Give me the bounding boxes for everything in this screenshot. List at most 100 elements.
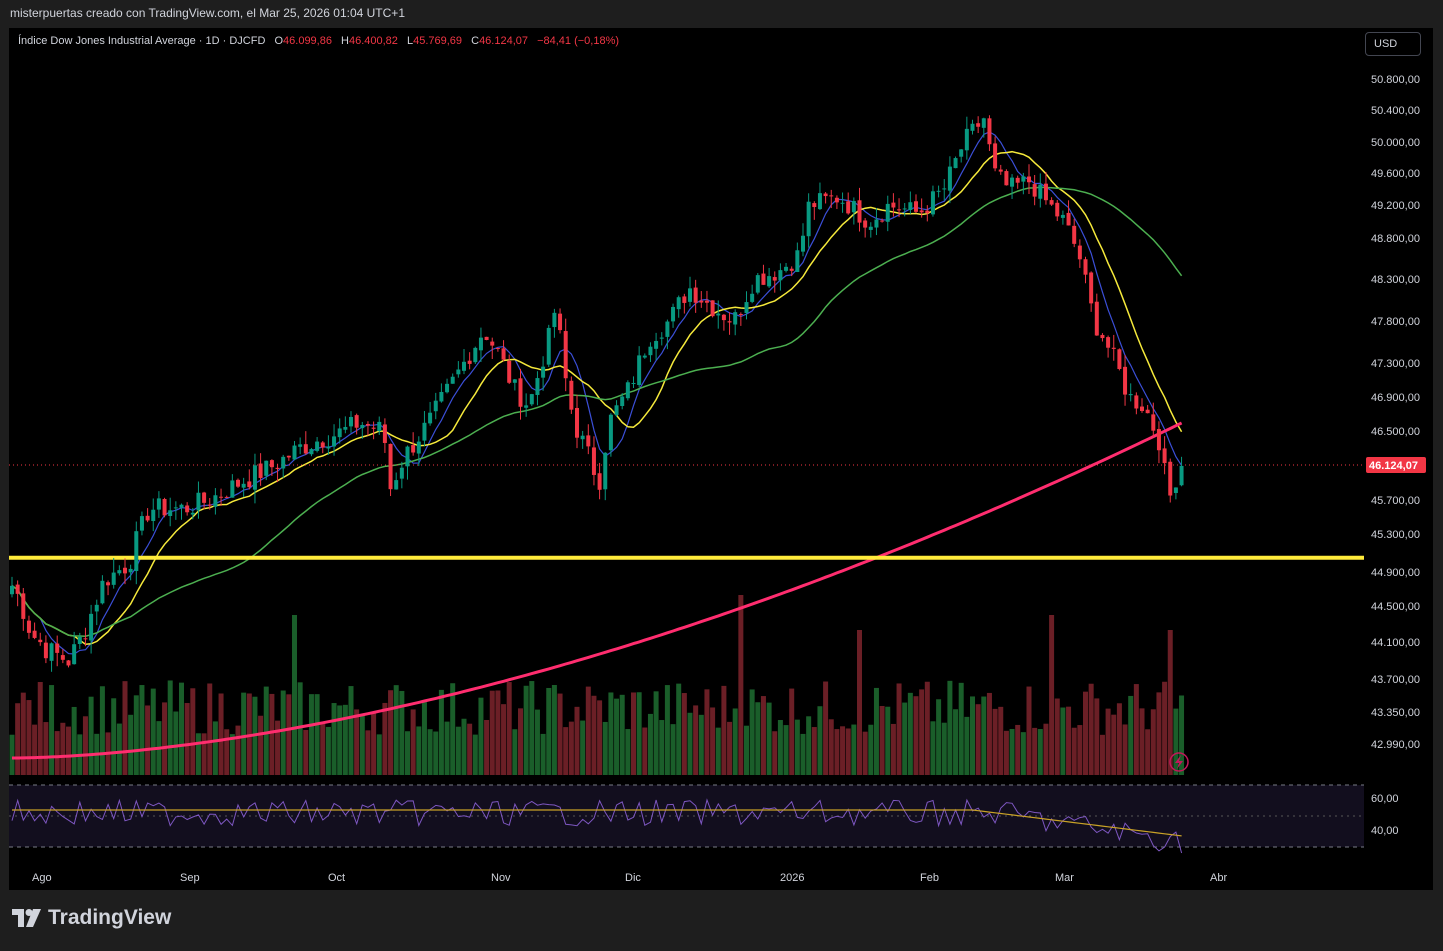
candle[interactable] (179, 503, 184, 520)
candle[interactable] (445, 378, 450, 394)
candle[interactable] (518, 368, 523, 420)
candle[interactable] (495, 347, 500, 352)
candle[interactable] (269, 459, 274, 476)
candle[interactable] (512, 378, 517, 391)
candle[interactable] (721, 313, 726, 331)
candle[interactable] (332, 424, 337, 456)
candle[interactable] (275, 463, 280, 483)
candle[interactable] (100, 575, 105, 605)
candle[interactable] (930, 185, 935, 217)
candle[interactable] (761, 264, 766, 285)
candle[interactable] (10, 576, 14, 598)
candle[interactable] (908, 191, 913, 214)
currency-button[interactable]: USD (1365, 32, 1421, 56)
candle[interactable] (219, 488, 224, 506)
candle[interactable] (1043, 171, 1048, 205)
candle[interactable] (591, 436, 596, 486)
candle[interactable] (778, 263, 783, 291)
candle[interactable] (484, 336, 489, 341)
candle[interactable] (857, 187, 862, 232)
candle[interactable] (902, 202, 907, 217)
candle[interactable] (303, 431, 308, 455)
candle[interactable] (897, 198, 902, 218)
candle[interactable] (32, 622, 37, 640)
candle[interactable] (727, 312, 732, 335)
candle[interactable] (349, 411, 353, 433)
candle[interactable] (202, 491, 207, 510)
candle[interactable] (750, 284, 755, 304)
candle[interactable] (964, 116, 969, 160)
candle[interactable] (292, 441, 297, 461)
candle[interactable] (998, 164, 1003, 175)
candle[interactable] (625, 380, 630, 401)
candle[interactable] (823, 192, 828, 204)
candle[interactable] (863, 218, 868, 238)
candle[interactable] (620, 393, 625, 410)
candle[interactable] (117, 565, 122, 576)
candle[interactable] (529, 393, 534, 407)
candle[interactable] (38, 632, 43, 646)
candle[interactable] (501, 340, 506, 362)
candle[interactable] (106, 580, 111, 596)
candle[interactable] (801, 223, 805, 257)
candle[interactable] (829, 189, 834, 209)
candle[interactable] (535, 371, 540, 406)
candle[interactable] (252, 453, 257, 504)
candle[interactable] (1021, 172, 1026, 195)
candle[interactable] (450, 373, 455, 384)
candle[interactable] (190, 508, 195, 520)
candle[interactable] (145, 508, 150, 523)
candle[interactable] (1066, 200, 1071, 226)
candle[interactable] (671, 303, 676, 328)
candle[interactable] (422, 410, 427, 447)
candle[interactable] (603, 452, 608, 501)
candle[interactable] (981, 117, 986, 138)
candle[interactable] (354, 413, 359, 435)
candle[interactable] (89, 604, 94, 654)
candle[interactable] (456, 361, 461, 378)
candle[interactable] (128, 564, 133, 581)
candle[interactable] (704, 290, 709, 313)
candle[interactable] (558, 308, 563, 334)
candle[interactable] (682, 293, 687, 314)
candle[interactable] (1162, 436, 1167, 475)
candle[interactable] (1038, 173, 1043, 208)
candle[interactable] (281, 454, 286, 478)
candle[interactable] (123, 558, 127, 585)
candle[interactable] (834, 195, 839, 210)
candle[interactable] (139, 511, 144, 536)
candle[interactable] (614, 400, 619, 418)
candle[interactable] (60, 649, 65, 664)
candle[interactable] (1128, 383, 1133, 402)
candle[interactable] (94, 599, 99, 626)
candle[interactable] (247, 469, 252, 490)
candle[interactable] (473, 346, 478, 364)
candle[interactable] (15, 580, 20, 607)
alert-icon[interactable] (1169, 752, 1189, 772)
candle[interactable] (236, 478, 240, 488)
candle[interactable] (738, 312, 743, 326)
symbol-name[interactable]: Índice Dow Jones Industrial Average · 1D… (18, 35, 266, 47)
candle[interactable] (1179, 456, 1184, 487)
candle[interactable] (789, 266, 794, 277)
candle[interactable] (320, 441, 325, 454)
candle[interactable] (1010, 174, 1015, 199)
candle[interactable] (733, 309, 738, 336)
candle[interactable] (699, 291, 704, 308)
candle[interactable] (716, 300, 721, 329)
candle[interactable] (264, 460, 269, 481)
candle[interactable] (365, 421, 370, 436)
candle[interactable] (851, 197, 856, 225)
candle[interactable] (993, 136, 998, 172)
candle[interactable] (507, 354, 512, 385)
candle[interactable] (111, 557, 116, 589)
candle[interactable] (925, 205, 930, 222)
candle[interactable] (874, 208, 879, 236)
candle[interactable] (942, 179, 947, 201)
candle[interactable] (371, 421, 376, 440)
candle[interactable] (1015, 175, 1020, 189)
candle[interactable] (207, 498, 212, 510)
candle[interactable] (885, 195, 890, 232)
candle[interactable] (919, 198, 924, 218)
candle[interactable] (439, 383, 444, 403)
